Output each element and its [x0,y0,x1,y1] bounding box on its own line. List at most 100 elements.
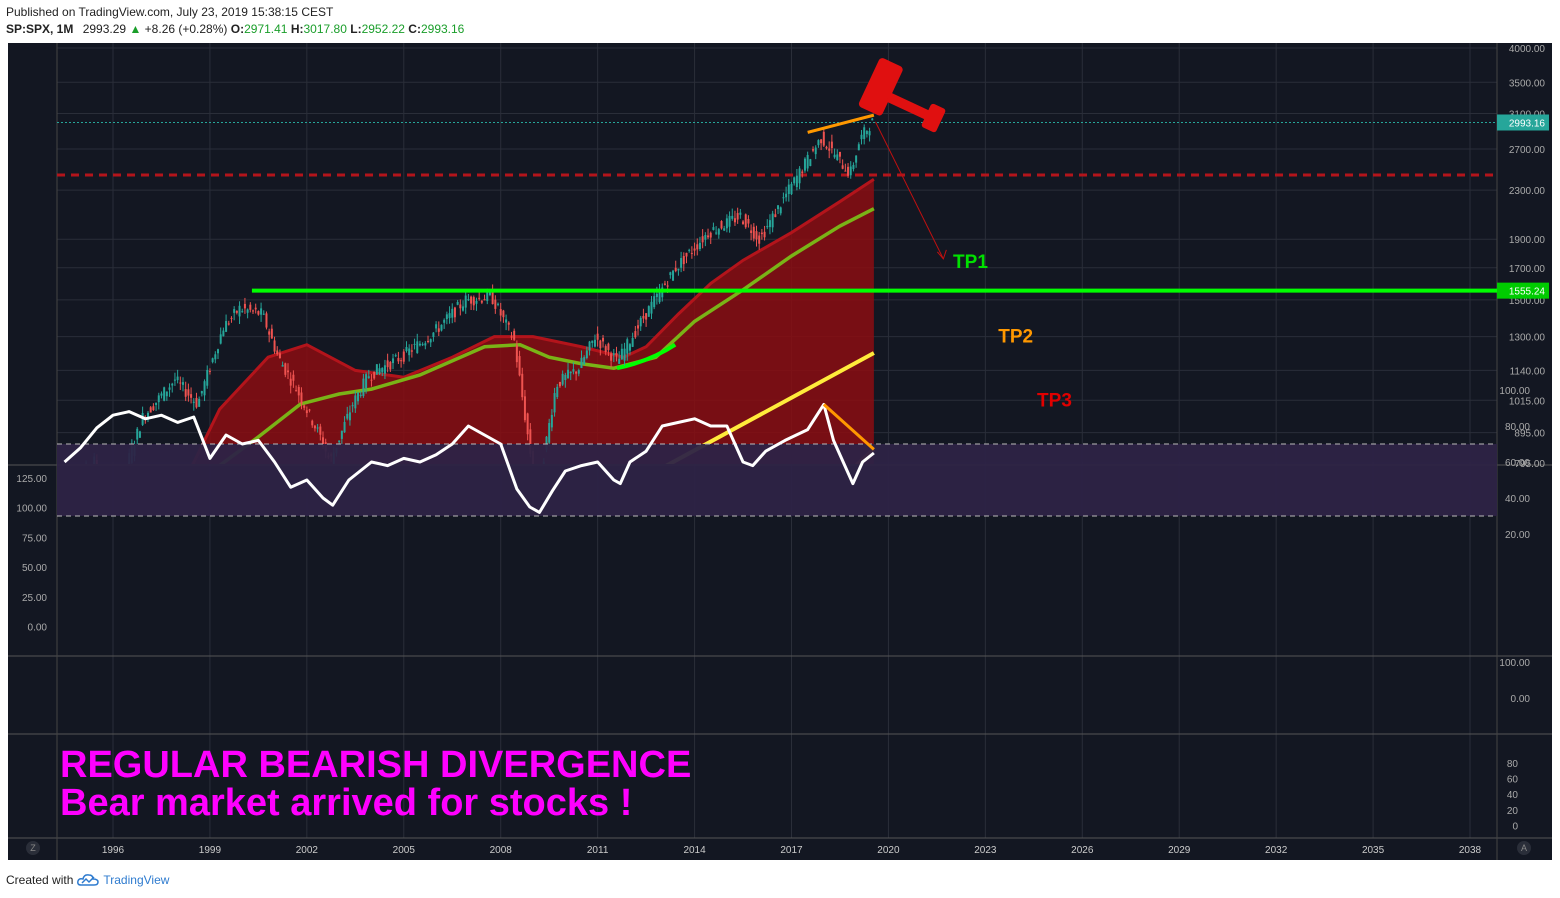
x-axis-label: 2005 [393,845,416,856]
price-axis-label: 1700.00 [1509,264,1546,275]
candle-body [270,328,273,339]
candle-body [348,412,351,421]
lower-pane-label: 100.00 [1499,658,1530,669]
candle-body [733,218,736,223]
candle-body [173,379,176,381]
candle-body [836,154,839,161]
candle-body [825,146,828,149]
annotation-line2: Bear market arrived for stocks ! [60,782,632,824]
candle-body [386,360,389,368]
candle-body [658,289,661,303]
price-axis-label: 795.00 [1514,459,1545,470]
candle-body [200,391,203,394]
candle-body [435,324,438,329]
candle-body [354,395,357,409]
candle-body [184,389,187,397]
candle-body [381,367,384,373]
candle-body [427,340,430,342]
candle-body [567,369,570,379]
candle-body [278,353,281,359]
corner-right-label: A [1521,843,1527,853]
candle-body [254,307,257,310]
candle-body [653,296,656,308]
rsi-divergence-line [822,403,875,451]
price-axis-label: 1900.00 [1509,235,1546,246]
candle-body [548,422,551,443]
candle-body [849,166,852,176]
candle-body [561,373,564,385]
candle-body [814,147,817,155]
price-axis-label: 895.00 [1514,429,1545,440]
candle-body [408,348,411,356]
candle-body [437,328,440,332]
x-axis-label: 2038 [1459,845,1482,856]
candle-body [752,226,755,239]
rsi-left-label: 50.00 [22,563,47,574]
candle-body [693,248,696,251]
candle-body [755,231,758,240]
candle-body [440,324,443,331]
candle-body [507,322,510,325]
candle-body [809,159,812,167]
x-axis-label: 2035 [1362,845,1385,856]
candle-body [198,398,201,407]
gavel-handle [886,92,936,123]
candle-body [663,283,666,285]
candle-body [569,371,572,374]
close-value: 2993.16 [420,22,465,36]
corner-left-label: Z [30,843,36,853]
bottom-pane-label: 60 [1507,775,1519,786]
tradingview-brand-link[interactable]: TradingView [103,873,170,887]
bottom-pane-label: 80 [1507,759,1519,770]
candle-body [268,331,271,335]
candle-body [526,413,529,435]
candle-body [179,382,182,384]
candle-body [707,235,710,238]
target-label: TP3 [1037,391,1072,412]
candle-body [655,293,658,298]
candle-body [297,387,300,396]
candle-body [768,220,771,228]
candle-body [357,392,360,402]
candle-body [219,334,222,344]
rsi-right-label: 20.00 [1505,530,1530,541]
candle-body [160,393,163,396]
candle-body [459,304,462,309]
candle-body [626,339,629,354]
rsi-right-label: 80.00 [1505,422,1530,433]
candle-body [860,134,863,140]
close-label: C: [408,22,421,36]
candle-body [182,382,185,385]
up-triangle-icon: ▲ [129,22,142,36]
candle-body [518,356,521,376]
x-axis-label: 2002 [296,845,319,856]
candle-body [602,337,605,342]
candle-body [338,440,341,443]
candle-body [486,291,489,301]
symbol-name[interactable]: SP:SPX, 1M [6,22,74,36]
candle-body [628,344,631,351]
candle-body [550,414,553,428]
candle-body [833,154,836,158]
candle-body [340,430,343,439]
candle-body [343,421,346,433]
candle-body [612,353,615,355]
candle-body [238,305,241,317]
candle-body [410,350,413,352]
candle-body [308,409,311,411]
x-axis-label: 1999 [199,845,222,856]
candle-body [838,151,841,157]
candle-body [273,340,276,352]
candle-body [750,230,753,234]
footer: Created with TradingView [6,873,169,887]
created-with-label: Created with [6,873,74,887]
candle-body [510,336,513,338]
rsi-left-label: 125.00 [16,474,47,485]
sma-line [218,207,875,464]
candle-body [593,339,596,347]
candle-body [618,358,621,364]
candle-body [747,219,750,224]
candle-body [136,428,139,440]
candle-body [319,426,322,435]
